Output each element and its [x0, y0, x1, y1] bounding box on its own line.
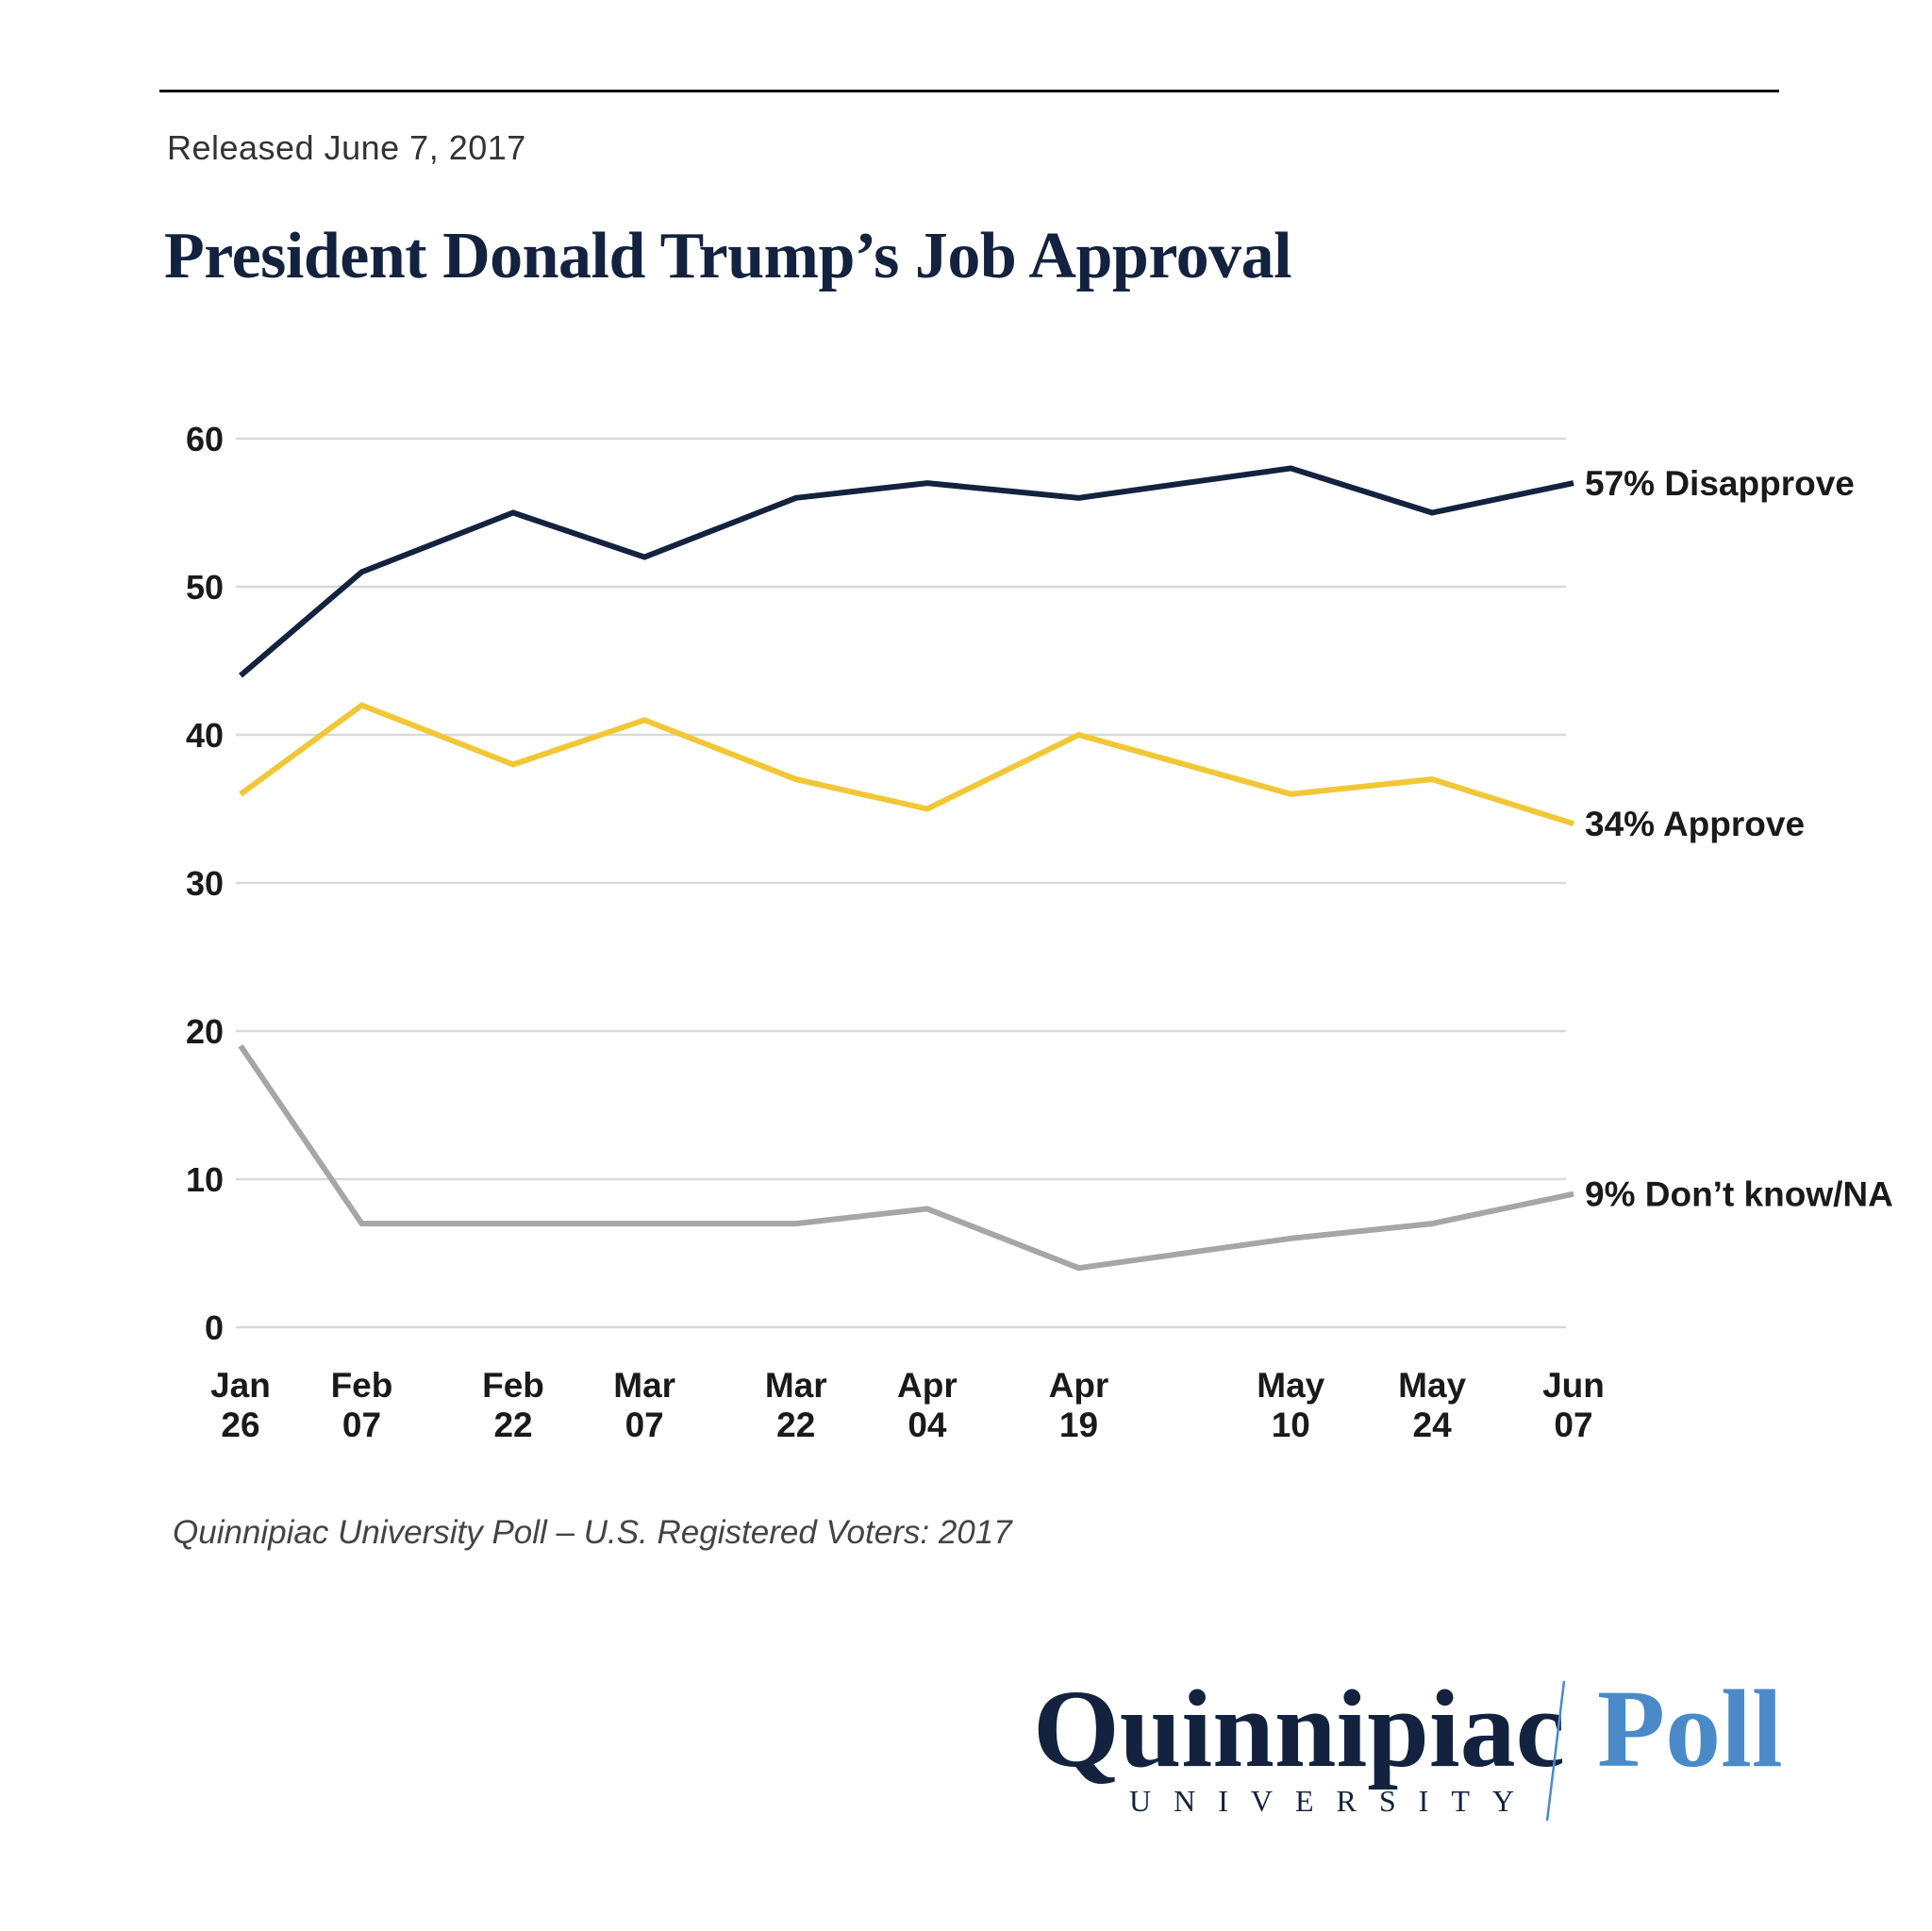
- x-tick-label: 07: [1554, 1406, 1592, 1444]
- x-tick-label: Mar: [765, 1366, 827, 1405]
- x-tick-label: Feb: [482, 1366, 544, 1405]
- x-tick-label: 26: [221, 1406, 259, 1444]
- x-tick-label: 04: [908, 1406, 947, 1444]
- x-tick-label: Feb: [331, 1366, 393, 1405]
- x-tick-label: Mar: [613, 1366, 675, 1405]
- x-tick-label: 19: [1059, 1406, 1098, 1444]
- y-tick-label: 0: [205, 1308, 224, 1347]
- source-note: Quinnipiac University Poll – U.S. Regist…: [173, 1514, 1012, 1551]
- y-tick-label: 10: [186, 1160, 224, 1199]
- series-end-label: 57% Disapprove: [1585, 464, 1855, 503]
- x-axis-ticks: Jan26Feb07Feb22Mar07Mar22Apr04Apr19May10…: [210, 1366, 1605, 1444]
- y-axis-ticks: 0 10 20 30 40 50 60: [186, 420, 224, 1347]
- x-tick-label: 07: [625, 1406, 664, 1444]
- x-tick-label: May: [1257, 1366, 1324, 1405]
- y-tick-label: 30: [186, 864, 224, 903]
- logo-poll-wordmark: Poll: [1597, 1667, 1783, 1790]
- gridlines: [236, 437, 1566, 1329]
- y-tick-label: 60: [186, 420, 224, 458]
- logo-university: UNIVERSITY: [1129, 1784, 1537, 1818]
- series-end-label: 9% Don’t know/NA: [1585, 1175, 1893, 1214]
- series-line-disapprove: [239, 465, 1574, 678]
- x-tick-label: 22: [493, 1406, 532, 1444]
- top-rule: [159, 90, 1779, 92]
- y-tick-label: 50: [186, 568, 224, 607]
- x-tick-label: Jun: [1542, 1366, 1605, 1405]
- x-tick-label: 07: [342, 1406, 381, 1444]
- x-tick-label: 22: [776, 1406, 815, 1444]
- x-tick-label: Apr: [897, 1366, 958, 1405]
- x-tick-label: Jan: [210, 1366, 271, 1405]
- series-end-label: 34% Approve: [1585, 805, 1805, 843]
- release-date: Released June 7, 2017: [167, 128, 526, 167]
- x-tick-label: 24: [1413, 1406, 1453, 1444]
- chart-title: President Donald Trump’s Job Approval: [164, 220, 1292, 292]
- logo-divider: [1545, 1680, 1566, 1822]
- x-tick-label: May: [1398, 1366, 1466, 1405]
- x-tick-label: 10: [1272, 1406, 1310, 1444]
- series-line-don-t-know-na: [238, 1044, 1574, 1272]
- x-tick-label: Apr: [1049, 1366, 1109, 1405]
- y-tick-label: 20: [186, 1012, 224, 1051]
- quinnipiac-poll-logo: Quinnipiac UNIVERSITY Poll: [1033, 1667, 1783, 1822]
- y-tick-label: 40: [186, 716, 224, 755]
- series-lines: [238, 465, 1574, 1272]
- series-labels: 57% Disapprove 34% Approve 9% Don’t know/N…: [1585, 464, 1893, 1214]
- series-line-approve: [239, 702, 1574, 827]
- logo-wordmark: Quinnipiac: [1033, 1667, 1565, 1790]
